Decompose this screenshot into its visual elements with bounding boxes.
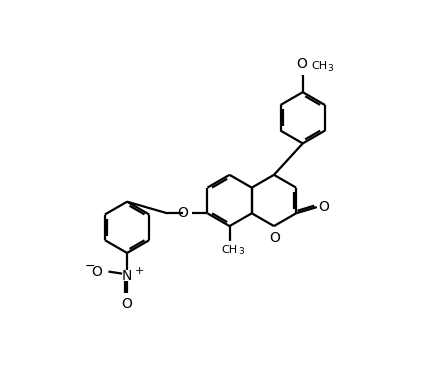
Text: O: O [318,200,329,214]
Text: O: O [177,206,188,220]
Text: 3: 3 [238,247,245,256]
Text: +: + [135,266,144,276]
Text: 3: 3 [327,64,333,73]
Text: CH: CH [312,61,328,71]
Text: N: N [122,269,132,283]
Text: O: O [91,264,102,279]
Text: −: − [85,260,95,273]
Text: CH: CH [221,245,238,255]
Text: O: O [296,57,307,71]
Text: O: O [269,231,280,245]
Text: O: O [122,297,133,311]
